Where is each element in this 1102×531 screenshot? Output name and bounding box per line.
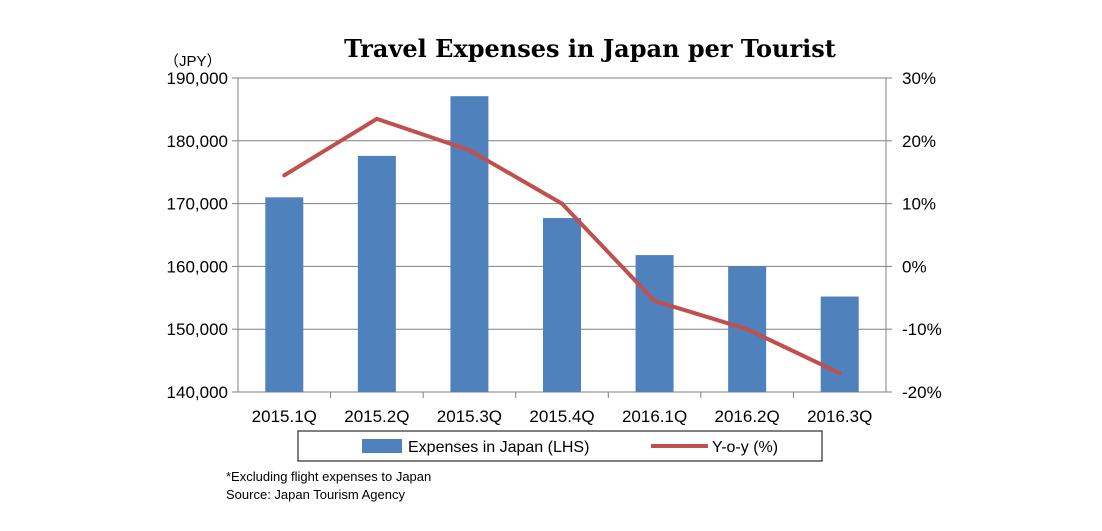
right-tick-label: -10%: [902, 320, 942, 339]
right-tick-label: 20%: [902, 132, 936, 151]
bar: [450, 96, 489, 392]
footnote-flight-excluded: *Excluding flight expenses to Japan: [226, 469, 431, 484]
left-tick-label: 190,000: [167, 69, 228, 88]
bar: [635, 255, 674, 392]
line-point: [652, 298, 657, 303]
left-axis-ticks: 140,000 150,000 160,000 170,000 180,000 190,0…: [167, 69, 238, 402]
x-tick-label: 2016.2Q: [715, 407, 780, 426]
line-point: [282, 173, 287, 178]
x-tick-label: 2015.2Q: [344, 407, 409, 426]
bar: [820, 296, 859, 392]
legend-label-bars: Expenses in Japan (LHS): [408, 439, 589, 456]
left-tick-label: 160,000: [167, 257, 228, 276]
line-point: [467, 148, 472, 153]
bar: [357, 155, 396, 392]
line-point: [374, 116, 379, 121]
line-series: [282, 116, 842, 376]
y-axis-unit-label: （JPY）: [164, 53, 222, 70]
left-tick-label: 140,000: [167, 383, 228, 402]
left-tick-label: 150,000: [167, 320, 228, 339]
line-point: [837, 371, 842, 376]
bar: [543, 218, 581, 392]
right-tick-label: -20%: [902, 383, 942, 402]
right-tick-label: 10%: [902, 195, 936, 214]
right-tick-label: 0%: [902, 257, 927, 276]
x-tick-label: 2015.4Q: [529, 407, 594, 426]
line-point: [560, 201, 564, 206]
legend-label-line: Y-o-y (%): [712, 439, 778, 456]
legend: Expenses in Japan (LHS) Y-o-y (%): [297, 430, 823, 462]
x-tick-label: 2015.1Q: [252, 407, 317, 426]
x-tick-label: 2015.3Q: [437, 407, 502, 426]
right-axis-ticks: -20% -10% 0% 10% 20% 30%: [886, 69, 942, 402]
right-tick-label: 30%: [902, 69, 936, 88]
x-tick-label: 2016.1Q: [622, 407, 687, 426]
footnote-source: Source: Japan Tourism Agency: [226, 487, 405, 502]
bar: [265, 197, 304, 392]
x-axis-ticks: 2015.1Q 2015.2Q 2015.3Q 2015.4Q 2016.1Q 2016.…: [252, 392, 872, 426]
left-tick-label: 180,000: [167, 132, 228, 151]
x-tick-label: 2016.3Q: [807, 407, 872, 426]
legend-bar-swatch: [362, 439, 402, 453]
chart-title: Travel Expenses in Japan per Tourist: [344, 34, 836, 63]
left-tick-label: 170,000: [167, 195, 228, 214]
line-point: [745, 327, 750, 332]
